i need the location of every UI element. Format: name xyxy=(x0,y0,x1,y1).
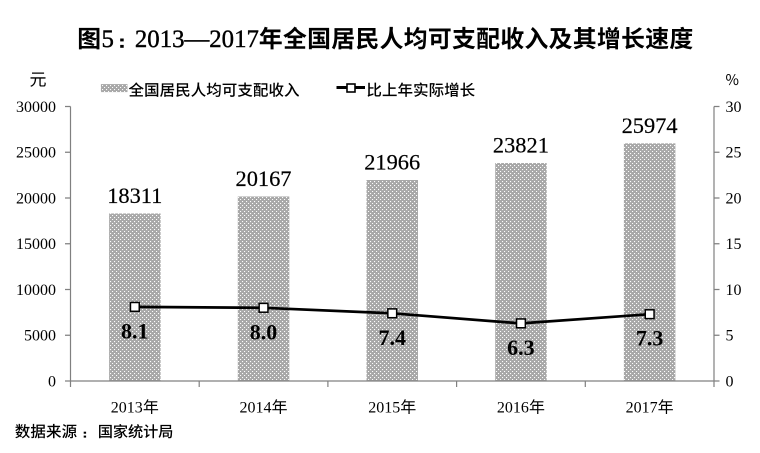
svg-text:5: 5 xyxy=(726,328,734,345)
svg-text:20167: 20167 xyxy=(236,166,292,191)
svg-text:20000: 20000 xyxy=(16,190,56,207)
svg-text:18311: 18311 xyxy=(107,183,162,208)
svg-text:30: 30 xyxy=(726,99,742,116)
svg-text:15000: 15000 xyxy=(16,236,56,253)
svg-text:23821: 23821 xyxy=(493,133,549,158)
svg-text:0: 0 xyxy=(48,373,56,390)
svg-text:2016: 2016 xyxy=(497,400,529,417)
svg-text:15: 15 xyxy=(726,236,742,253)
svg-text:21966: 21966 xyxy=(364,150,420,175)
svg-text:8.0: 8.0 xyxy=(250,319,278,344)
svg-text:8.1: 8.1 xyxy=(121,318,149,343)
svg-text:6.3: 6.3 xyxy=(507,335,535,360)
svg-text:25: 25 xyxy=(726,145,742,162)
svg-text:2013: 2013 xyxy=(111,400,143,417)
svg-text:10000: 10000 xyxy=(16,282,56,299)
svg-text:2017: 2017 xyxy=(626,400,658,417)
svg-text:7.4: 7.4 xyxy=(378,325,406,350)
svg-text:0: 0 xyxy=(726,373,734,390)
svg-text:2013—2017: 2013—2017 xyxy=(135,26,259,53)
svg-text:20: 20 xyxy=(726,190,742,207)
svg-text:7.3: 7.3 xyxy=(636,326,664,351)
svg-text:5000: 5000 xyxy=(24,328,56,345)
svg-text:25000: 25000 xyxy=(16,145,56,162)
svg-text:2014: 2014 xyxy=(240,400,272,417)
svg-text:5: 5 xyxy=(102,26,114,53)
svg-text:25974: 25974 xyxy=(622,113,678,138)
svg-text:30000: 30000 xyxy=(16,99,56,116)
svg-text:10: 10 xyxy=(726,282,742,299)
svg-text:2015: 2015 xyxy=(368,400,400,417)
